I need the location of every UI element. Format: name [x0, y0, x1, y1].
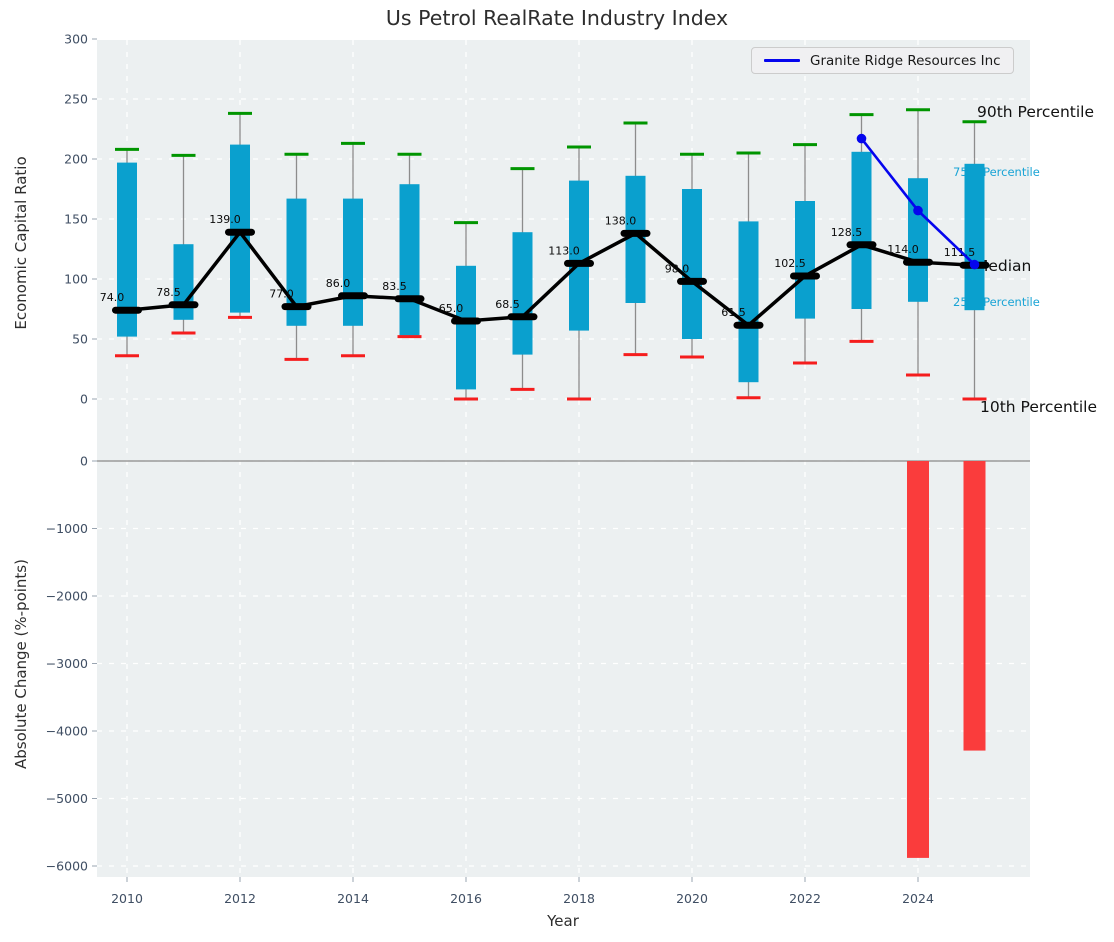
box-2018	[569, 180, 589, 331]
y-tick-label-bottom: −1000	[46, 521, 88, 536]
median-value-label-2023: 128.5	[831, 226, 863, 239]
median-marker-2021	[733, 321, 764, 329]
median-value-label-2019: 138.0	[605, 214, 637, 227]
annotation-median: Median	[975, 257, 1031, 275]
x-tick-label-2020: 2020	[676, 891, 708, 906]
median-marker-2011	[168, 301, 199, 309]
y-tick-label-top: 150	[64, 212, 88, 227]
median-value-label-2016: 65.0	[439, 302, 464, 315]
box-2016	[456, 265, 476, 390]
median-value-label-2021: 61.5	[721, 306, 746, 319]
box-2023	[851, 151, 872, 309]
median-value-label-2012: 139.0	[209, 213, 241, 226]
x-tick-label-2012: 2012	[224, 891, 256, 906]
company-marker-2023	[856, 133, 867, 144]
median-marker-2023	[846, 241, 877, 249]
box-2012	[230, 144, 250, 313]
box-2020	[682, 189, 702, 339]
box-2010	[117, 162, 137, 337]
y-tick-label-top: 0	[80, 392, 88, 407]
x-tick-label-2010: 2010	[111, 891, 143, 906]
median-marker-2013	[281, 303, 312, 311]
chart-title: Us Petrol RealRate Industry Index	[385, 6, 729, 30]
y-tick-label-top: 200	[64, 152, 88, 167]
plot-background	[97, 40, 1030, 877]
annotation-10th-percentile: 10th Percentile	[980, 398, 1097, 416]
median-line	[126, 229, 975, 328]
median-value-label-2013: 77.0	[269, 288, 294, 301]
box-2024	[908, 178, 928, 302]
y-tick-label-top: 50	[72, 332, 88, 347]
median-marker-2022	[790, 272, 820, 280]
y-tick-label-bottom: −6000	[46, 859, 88, 874]
legend-line-icon	[764, 59, 800, 62]
y-tick-label-top: 100	[64, 272, 88, 287]
median-marker-2024	[903, 258, 933, 266]
box-2025	[964, 163, 985, 311]
y-tick-label-bottom: −2000	[46, 589, 88, 604]
median-value-label-2020: 98.0	[665, 262, 690, 275]
median-value-label-2014: 86.0	[326, 277, 351, 290]
y-tick-label-top: 250	[64, 92, 88, 107]
median-marker-2018	[564, 259, 594, 267]
median-value-label-2018: 113.0	[548, 244, 580, 257]
median-marker-2016	[451, 317, 481, 325]
y-tick-label-bottom: 0	[80, 454, 88, 469]
box-2017	[512, 232, 533, 355]
median-value-label-2011: 78.5	[156, 286, 181, 299]
median-value-label-2017: 68.5	[495, 298, 520, 311]
box-2013	[286, 198, 307, 326]
median-value-label-2024: 114.0	[887, 243, 919, 256]
x-tick-label-2022: 2022	[789, 891, 821, 906]
x-tick-label-2014: 2014	[337, 891, 369, 906]
box-2019	[625, 175, 646, 303]
company-marker-2025	[969, 259, 980, 270]
median-marker-2012	[225, 228, 255, 236]
x-tick-label-2024: 2024	[902, 891, 934, 906]
company-marker-2024	[913, 205, 923, 216]
median-marker-2019	[620, 229, 651, 237]
median-marker-2010	[112, 306, 142, 314]
y-tick-label-bottom: −3000	[46, 656, 88, 671]
x-tick-label-2018: 2018	[563, 891, 595, 906]
box-2021	[738, 221, 759, 383]
x-axis-label: Year	[547, 912, 579, 930]
y-tick-label-top: 300	[64, 32, 88, 47]
legend: Granite Ridge Resources Inc	[751, 47, 1014, 74]
median-marker-2014	[338, 292, 368, 300]
median-value-label-2010: 74.0	[100, 291, 125, 304]
median-marker-2015	[394, 295, 425, 303]
y-tick-label-bottom: −4000	[46, 724, 88, 739]
x-tick-label-2016: 2016	[450, 891, 482, 906]
median-value-label-2025: 111.5	[944, 246, 976, 259]
bar-2024	[907, 461, 929, 858]
median-marker-2020	[677, 277, 707, 285]
median-value-label-2015: 83.5	[382, 280, 407, 293]
bar-2025	[963, 461, 986, 751]
median-value-label-2022: 102.5	[774, 257, 806, 270]
median-marker-2017	[507, 313, 538, 321]
annotation-90th-percentile: 90th Percentile	[977, 103, 1094, 121]
box-2015	[399, 184, 420, 336]
legend-label: Granite Ridge Resources Inc	[810, 52, 1001, 69]
y-tick-label-bottom: −5000	[46, 791, 88, 806]
box-2022	[795, 201, 815, 319]
box-2014	[343, 198, 363, 326]
box-2011	[173, 244, 194, 320]
